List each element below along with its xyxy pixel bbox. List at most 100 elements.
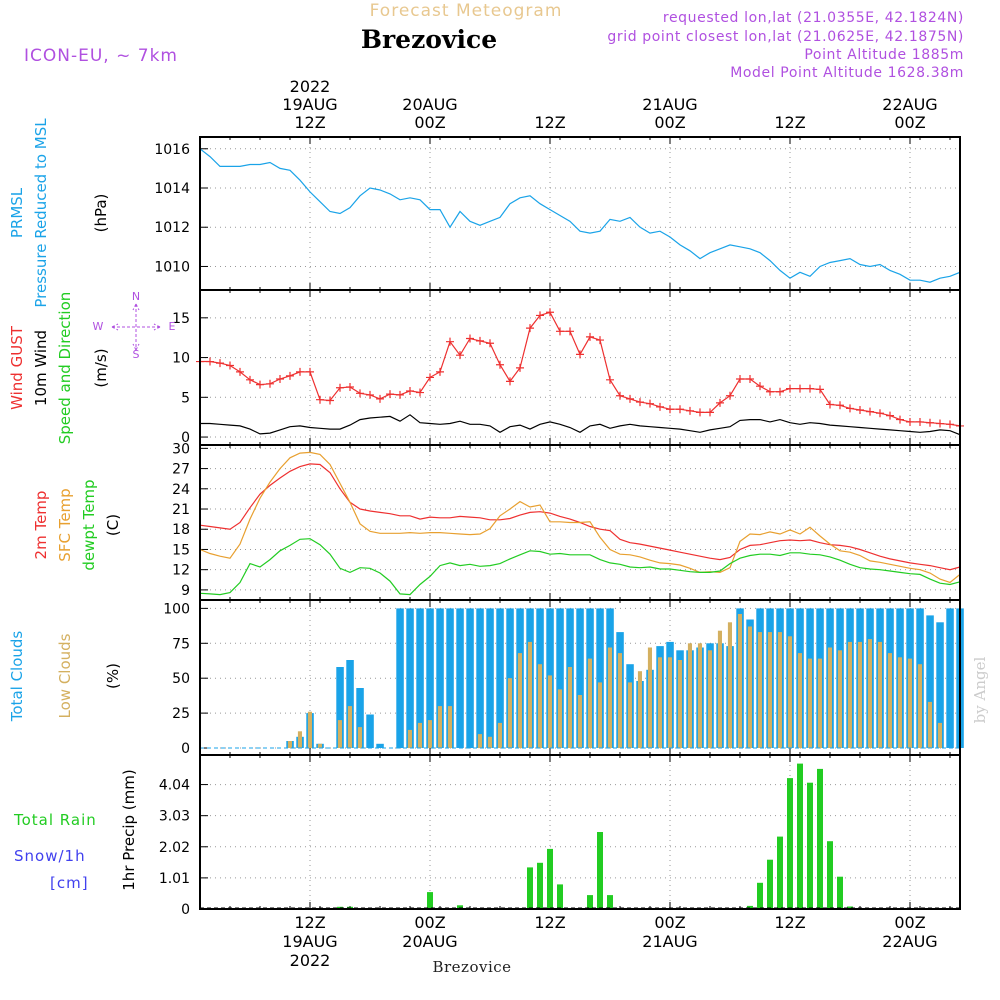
panel-clouds: 0 25 50 75 100 bbox=[163, 599, 964, 757]
bar-precip bbox=[787, 778, 793, 909]
gust-marker bbox=[646, 399, 654, 408]
gust-marker bbox=[806, 384, 814, 393]
label-low-clouds: Low Clouds bbox=[56, 633, 74, 718]
gust-marker bbox=[906, 417, 914, 426]
bar-low-clouds bbox=[537, 664, 542, 748]
bar-total-clouds bbox=[456, 608, 464, 748]
bar-low-clouds bbox=[757, 632, 762, 748]
bar-total-clouds bbox=[346, 660, 354, 748]
bar-total-clouds bbox=[436, 608, 444, 748]
bar-precip bbox=[757, 882, 763, 909]
bottom-hour-label: 12Z bbox=[294, 913, 325, 932]
model-label: ICON-EU, ~ 7km bbox=[24, 46, 178, 66]
label-10m-wind: 10m Wind bbox=[32, 330, 50, 406]
bar-total-clouds bbox=[426, 608, 434, 748]
top-date-label: 19AUG bbox=[282, 95, 337, 114]
bar-total-clouds bbox=[476, 608, 484, 748]
y-tick-label: 3.03 bbox=[159, 809, 190, 825]
bar-low-clouds bbox=[927, 701, 932, 748]
point-altitude: Point Altitude 1885m bbox=[804, 47, 964, 63]
panel-frame bbox=[199, 136, 961, 291]
top-hour-label: 12Z bbox=[294, 113, 325, 132]
bar-low-clouds bbox=[517, 653, 522, 749]
gust-marker bbox=[276, 375, 284, 384]
bar-total-clouds bbox=[486, 608, 494, 748]
bar-total-clouds bbox=[466, 608, 474, 748]
gust-marker bbox=[426, 373, 434, 382]
gust-marker bbox=[746, 375, 754, 384]
bar-precip bbox=[807, 782, 813, 909]
bar-low-clouds bbox=[887, 653, 892, 749]
bar-low-clouds bbox=[407, 729, 412, 749]
bar-low-clouds bbox=[567, 667, 572, 748]
bar-low-clouds bbox=[747, 626, 752, 748]
label-snow-unit: [cm] bbox=[50, 874, 89, 892]
label-snow: Snow/1h bbox=[14, 847, 86, 865]
gust-marker bbox=[926, 418, 934, 427]
bar-precip bbox=[427, 892, 433, 909]
y-tick-label: 24 bbox=[172, 482, 190, 498]
bar-low-clouds bbox=[627, 682, 632, 748]
bar-low-clouds bbox=[577, 695, 582, 749]
bar-low-clouds bbox=[647, 647, 652, 748]
bar-low-clouds bbox=[527, 641, 532, 748]
bar-low-clouds bbox=[807, 658, 812, 748]
gust-marker bbox=[286, 371, 294, 380]
bar-precip bbox=[557, 884, 563, 909]
bottom-hour-label: 12Z bbox=[774, 913, 805, 932]
bar-total-clouds bbox=[576, 608, 584, 748]
bottom-hour-label: 00Z bbox=[414, 913, 445, 932]
bar-low-clouds bbox=[497, 722, 502, 748]
bar-precip bbox=[827, 841, 833, 909]
bar-total-clouds bbox=[406, 608, 414, 748]
gust-marker bbox=[216, 359, 224, 368]
y-tick-label: 50 bbox=[172, 671, 190, 687]
bar-low-clouds bbox=[607, 647, 612, 748]
label-pressure-unit: (hPa) bbox=[92, 194, 110, 233]
label-total-clouds: Total Clouds bbox=[8, 631, 26, 723]
bar-low-clouds bbox=[657, 657, 662, 749]
label-prmsl: PRMSL bbox=[8, 187, 26, 238]
bar-low-clouds bbox=[907, 658, 912, 748]
bar-precip bbox=[747, 905, 753, 909]
gust-marker bbox=[246, 375, 254, 384]
bar-total-clouds bbox=[416, 608, 424, 748]
gust-marker bbox=[696, 408, 704, 417]
bar-low-clouds bbox=[737, 614, 742, 749]
bottom-date-label: 21AUG bbox=[642, 932, 697, 951]
panel-frame bbox=[199, 289, 961, 446]
top-hour-label: 12Z bbox=[774, 113, 805, 132]
label-wind-unit: (m/s) bbox=[92, 348, 110, 387]
bar-low-clouds bbox=[847, 641, 852, 748]
gust-marker bbox=[546, 308, 554, 317]
bar-precip bbox=[457, 905, 463, 909]
gust-marker bbox=[796, 384, 804, 393]
gust-marker bbox=[566, 327, 574, 336]
gust-marker bbox=[576, 350, 584, 359]
y-tick-label: 4.04 bbox=[159, 778, 190, 794]
bar-total-clouds bbox=[366, 714, 374, 748]
footer-location: Brezovice bbox=[432, 958, 511, 976]
bar-low-clouds bbox=[317, 743, 322, 748]
compass-e: E bbox=[169, 320, 176, 333]
y-tick-label: 1016 bbox=[154, 142, 190, 158]
gust-marker bbox=[686, 406, 694, 415]
gust-marker bbox=[436, 367, 444, 376]
bar-precip bbox=[597, 832, 603, 909]
bar-low-clouds bbox=[897, 657, 902, 749]
y-tick-label: 5 bbox=[181, 390, 190, 406]
gust-marker bbox=[226, 361, 234, 370]
bar-low-clouds bbox=[337, 720, 342, 748]
series-line-sfc-temp bbox=[199, 451, 961, 584]
label-pressure-msl: Pressure Reduced to MSL bbox=[32, 118, 50, 308]
bar-low-clouds bbox=[787, 636, 792, 748]
bar-total-clouds bbox=[926, 615, 934, 749]
gust-marker bbox=[596, 336, 604, 345]
compass-arrows-icon bbox=[111, 303, 161, 351]
bar-low-clouds bbox=[797, 653, 802, 749]
gust-marker bbox=[396, 390, 404, 399]
label-total-rain: Total Rain bbox=[13, 811, 97, 829]
bar-total-clouds bbox=[596, 608, 604, 748]
gust-marker bbox=[456, 351, 464, 360]
